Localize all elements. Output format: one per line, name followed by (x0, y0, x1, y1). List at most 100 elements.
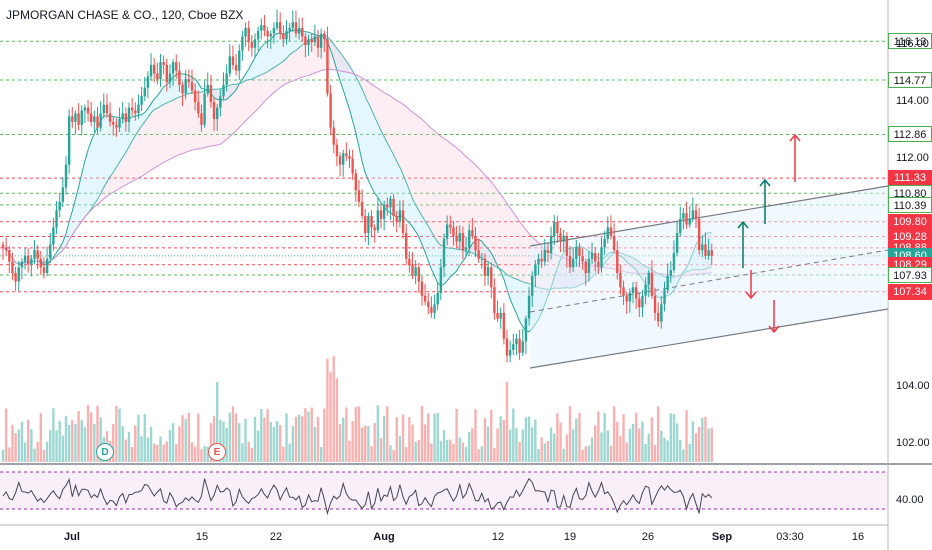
volume-bar (348, 440, 351, 462)
candle-body (23, 255, 27, 262)
time-tick: 16 (851, 531, 865, 543)
candle-body (439, 267, 443, 293)
volume-bar (518, 442, 521, 462)
candle-body (244, 27, 247, 37)
symbol-title[interactable]: JPMORGAN CHASE & CO., 120, Cboe BZX (6, 8, 244, 22)
volume-bar (360, 427, 364, 462)
volume-bar (263, 417, 266, 462)
volume-bar (505, 382, 509, 462)
candle-body (597, 261, 600, 268)
volume-bar (628, 428, 632, 462)
volume-bar (603, 413, 606, 462)
candle-body (14, 273, 17, 282)
candle-body (455, 235, 458, 242)
volume-bar (329, 372, 332, 462)
dividend-marker[interactable]: D (96, 443, 114, 461)
candle-body (162, 62, 165, 65)
candle-body (137, 104, 140, 114)
volume-bar (159, 436, 162, 462)
volume-bar (162, 444, 165, 462)
candle-body (310, 39, 313, 43)
price-tick: 116.00 (896, 38, 929, 50)
volume-bar (14, 433, 17, 462)
volume-bar (508, 429, 512, 462)
candle-body (304, 36, 307, 45)
volume-bar (464, 446, 468, 462)
candle-body (71, 116, 74, 122)
volume-bar (294, 416, 298, 462)
candle-body (590, 253, 594, 259)
volume-bar (562, 448, 565, 462)
volume-bar (694, 433, 698, 462)
price-tick: 112.00 (896, 152, 929, 164)
target-arrow-down-2-head (768, 325, 780, 334)
candle-body (650, 273, 654, 296)
volume-bar (112, 424, 115, 462)
candle-body (266, 30, 269, 37)
channel-mid-line (529, 249, 889, 313)
candle-body (474, 235, 477, 251)
candle-body (253, 39, 257, 48)
volume-bar (118, 408, 121, 462)
volume-bar (455, 408, 458, 462)
volume-bar (474, 409, 477, 462)
candle-body (67, 116, 71, 165)
volume-bar (80, 419, 83, 462)
candle-body (121, 113, 124, 120)
volume-bar (304, 408, 307, 462)
volume-bar (442, 430, 446, 462)
candle-body (316, 36, 320, 48)
volume-bar (408, 417, 411, 462)
candle-body (477, 250, 480, 259)
volume-bar (269, 421, 272, 462)
candle-body (660, 304, 663, 322)
candle-body (518, 338, 521, 353)
candle-body (168, 73, 172, 83)
candle-body (411, 264, 414, 276)
volume-bar (335, 378, 339, 462)
candle-body (433, 304, 436, 313)
time-tick: 26 (641, 531, 655, 543)
volume-bar (49, 430, 52, 462)
volume-bar (581, 449, 584, 462)
time-tick: Sep (711, 531, 733, 543)
volume-bar (638, 428, 641, 462)
volume-bar (219, 419, 222, 462)
candle-body (288, 27, 291, 31)
volume-bar (187, 412, 191, 462)
volume-bar (414, 441, 417, 462)
candle-body (389, 198, 392, 208)
volume-bar (143, 414, 146, 462)
candle-body (420, 281, 424, 296)
candle-body (146, 76, 150, 88)
candle-body (36, 250, 39, 259)
candle-body (575, 247, 578, 259)
volume-bar (531, 427, 534, 462)
volume-bar (58, 421, 61, 462)
candle-body (524, 318, 528, 342)
candle-body (326, 39, 329, 94)
candle-body (527, 295, 531, 319)
candle-body (697, 218, 701, 251)
candle-body (234, 64, 238, 71)
candle-body (452, 227, 455, 236)
candle-body (178, 70, 181, 85)
volume-bar (427, 413, 430, 462)
volume-bar (515, 428, 518, 462)
candle-body (644, 284, 647, 296)
volume-bar (27, 419, 30, 462)
volume-bar (74, 423, 77, 462)
candle-body (653, 295, 657, 313)
volume-bar (486, 426, 490, 462)
candle-body (445, 224, 449, 239)
candle-body (679, 218, 682, 234)
volume-bar (653, 444, 657, 462)
volume-bar (23, 442, 27, 462)
volume-bar (319, 446, 323, 462)
earnings-marker[interactable]: E (208, 443, 226, 461)
volume-bar (8, 447, 11, 462)
channel-fill (530, 186, 888, 368)
candle-body (414, 267, 417, 276)
